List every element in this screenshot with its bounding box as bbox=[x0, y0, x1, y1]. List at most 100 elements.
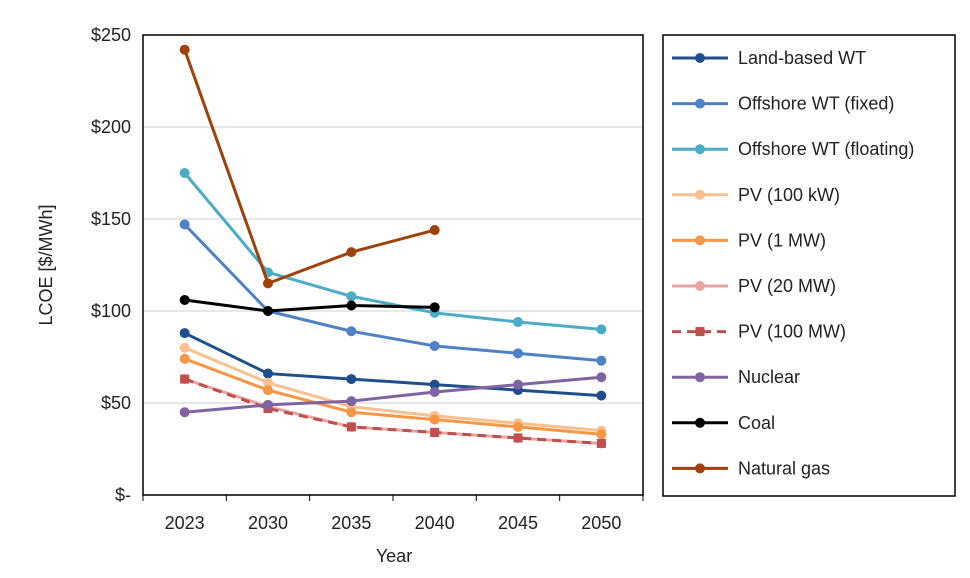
data-point bbox=[429, 302, 440, 313]
data-point bbox=[346, 291, 357, 302]
legend-entry: Land-based WT bbox=[672, 48, 866, 68]
series-line bbox=[183, 223, 602, 363]
series-coal bbox=[179, 294, 440, 316]
series-line bbox=[184, 377, 602, 445]
legend-label: Land-based WT bbox=[738, 48, 866, 68]
legend-entry: Offshore WT (fixed) bbox=[672, 94, 894, 114]
data-point bbox=[596, 438, 606, 448]
series-natural-gas bbox=[179, 44, 440, 289]
data-point bbox=[263, 368, 273, 379]
data-point bbox=[179, 168, 190, 178]
data-point bbox=[429, 414, 440, 425]
x-axis-title: Year bbox=[376, 546, 412, 566]
legend-box bbox=[662, 34, 956, 497]
data-point bbox=[429, 386, 440, 397]
axes bbox=[142, 34, 644, 501]
legend-swatch-marker bbox=[695, 327, 705, 337]
y-tick-label: $50 bbox=[101, 393, 131, 413]
series-lines bbox=[179, 44, 607, 449]
data-point bbox=[179, 407, 190, 418]
data-point bbox=[263, 377, 273, 388]
data-point bbox=[263, 278, 273, 289]
legend-swatch-marker bbox=[695, 189, 705, 200]
data-point bbox=[429, 340, 440, 351]
data-point bbox=[346, 300, 357, 311]
series-line bbox=[184, 331, 602, 398]
legend-swatch-marker bbox=[695, 372, 705, 383]
legend-swatch-marker bbox=[695, 281, 705, 291]
legend-label: PV (100 MW) bbox=[738, 322, 846, 342]
data-point bbox=[513, 317, 523, 328]
legend-swatch-marker bbox=[695, 417, 705, 428]
legend-label: Nuclear bbox=[738, 367, 800, 387]
data-point bbox=[596, 390, 607, 401]
data-point bbox=[179, 328, 190, 339]
legend-label: PV (100 kW) bbox=[738, 185, 840, 205]
data-point bbox=[429, 225, 440, 236]
x-tick-label: 2023 bbox=[165, 513, 205, 533]
legend-entry: Coal bbox=[672, 413, 775, 433]
data-point bbox=[596, 324, 607, 335]
data-point bbox=[596, 355, 607, 366]
plot-area-border bbox=[142, 34, 644, 496]
x-tick-label: 2050 bbox=[581, 513, 621, 533]
data-point bbox=[346, 374, 357, 385]
data-point bbox=[179, 353, 190, 364]
series-line bbox=[184, 346, 602, 433]
tick-labels: $- $50 $100 $150 $200 $250 2023 2030 2035 2040 204… bbox=[91, 25, 621, 533]
data-point bbox=[346, 247, 357, 258]
data-point bbox=[429, 379, 440, 390]
series-offshore-wt-fixed bbox=[179, 219, 607, 366]
legend-label: Coal bbox=[738, 413, 775, 433]
series-pv-1-mw bbox=[179, 353, 607, 440]
data-point bbox=[179, 342, 190, 353]
data-point bbox=[263, 399, 273, 410]
data-point bbox=[513, 421, 523, 432]
data-point bbox=[596, 429, 607, 440]
legend-entry: Offshore WT (floating) bbox=[672, 139, 914, 159]
legend-entry: PV (100 MW) bbox=[672, 322, 846, 342]
y-tick-label: $150 bbox=[91, 209, 131, 229]
legend-swatch-marker bbox=[695, 463, 705, 474]
data-point bbox=[346, 396, 357, 407]
series-line bbox=[183, 49, 436, 285]
y-tick-label: $250 bbox=[91, 25, 131, 45]
data-point bbox=[180, 374, 190, 384]
series-line bbox=[184, 357, 602, 436]
series-offshore-wt-floating bbox=[179, 168, 607, 335]
legend-label: Natural gas bbox=[738, 458, 830, 478]
legend-swatch-marker bbox=[695, 235, 705, 246]
data-point bbox=[346, 407, 357, 418]
legend-entry: PV (20 MW) bbox=[672, 276, 836, 296]
data-point bbox=[263, 306, 273, 316]
data-point bbox=[430, 427, 440, 437]
data-point bbox=[346, 422, 356, 432]
series-line bbox=[184, 298, 435, 313]
data-point bbox=[263, 385, 273, 396]
data-point bbox=[596, 372, 607, 383]
data-point bbox=[513, 433, 523, 443]
legend-label: Offshore WT (fixed) bbox=[738, 94, 894, 114]
legend: Land-based WT Offshore WT (fixed) Offshore… bbox=[662, 34, 956, 497]
data-point bbox=[513, 348, 523, 359]
data-point bbox=[346, 326, 357, 337]
data-point bbox=[179, 44, 190, 55]
legend-label: Offshore WT (floating) bbox=[738, 139, 914, 159]
y-tick-label: $100 bbox=[91, 301, 131, 321]
legend-swatch-marker bbox=[695, 53, 705, 63]
x-tick-label: 2030 bbox=[248, 513, 288, 533]
y-axis-title: LCOE [$/MWh] bbox=[36, 204, 56, 325]
legend-swatch-marker bbox=[695, 98, 705, 109]
x-tick-label: 2035 bbox=[331, 513, 371, 533]
data-point bbox=[513, 379, 523, 390]
data-point bbox=[179, 294, 190, 305]
series-line bbox=[184, 375, 602, 414]
x-tick-label: 2040 bbox=[415, 513, 455, 533]
y-tick-label: $- bbox=[115, 485, 131, 505]
legend-entry: Nuclear bbox=[672, 367, 800, 387]
legend-entry: PV (100 kW) bbox=[672, 185, 840, 205]
y-tick-label: $200 bbox=[91, 117, 131, 137]
series-line bbox=[183, 172, 602, 331]
legend-label: PV (20 MW) bbox=[738, 276, 836, 296]
